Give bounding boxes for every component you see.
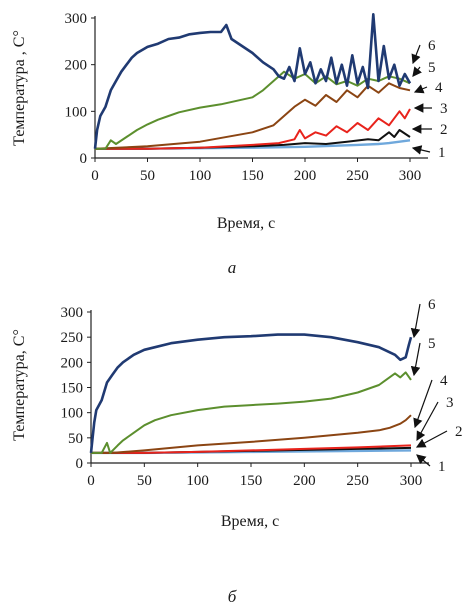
chart-b-callout-arrow-4 xyxy=(413,379,433,429)
chart-a-caption: а xyxy=(228,258,237,277)
chart-a-series-6 xyxy=(93,13,412,149)
chart-b-series-label-2: 2 xyxy=(455,424,463,440)
chart-b-caption: б xyxy=(228,587,237,606)
chart-b-series-label-5: 5 xyxy=(428,336,436,352)
chart-a-series-5 xyxy=(95,70,411,150)
chart-a-plot: 0 100 200 300 0 50 100 150 200 250 300 1 2 3 4 5 6 xyxy=(65,11,448,184)
chart-b-y-tick-label: 150 xyxy=(61,381,84,397)
chart-b-callout-arrow-6 xyxy=(410,303,421,339)
chart-a-series-label-5: 5 xyxy=(428,60,436,76)
chart-b-y-tick-label: 0 xyxy=(76,456,84,472)
chart-b-callout-arrow-3 xyxy=(416,401,439,442)
chart-a-x-tick-label: 0 xyxy=(91,168,99,184)
chart-b-x-tick-label: 300 xyxy=(400,473,423,489)
chart-a-callout-arrow-5 xyxy=(412,66,422,77)
chart-a-series-label-6: 6 xyxy=(428,38,436,54)
chart-a-x-tick-label: 200 xyxy=(294,168,317,184)
chart-b-callout-arrow-5 xyxy=(410,342,421,377)
chart-a-x-tick-label: 50 xyxy=(140,168,155,184)
chart-a-series-label-2: 2 xyxy=(440,122,448,138)
chart-b-x-tick-label: 100 xyxy=(186,473,209,489)
chart-a-x-tick-label: 250 xyxy=(346,168,369,184)
chart-b-callout-arrow-1 xyxy=(416,454,431,467)
chart-b-series-3 xyxy=(91,444,412,454)
chart-a-series-label-1: 1 xyxy=(438,145,446,161)
chart-b-series-label-1: 1 xyxy=(438,459,446,475)
chart-a-callout-arrow-4 xyxy=(413,84,428,94)
chart-b-y-tick-label: 50 xyxy=(68,431,83,447)
chart-a-series-3 xyxy=(95,108,411,150)
chart-a-callout-arrow-1 xyxy=(411,145,431,155)
chart-a-y-tick-label: 200 xyxy=(65,58,88,74)
chart-a-y-tick-label: 0 xyxy=(80,151,88,167)
chart-b-series-label-3: 3 xyxy=(446,395,454,411)
chart-b-x-tick-label: 150 xyxy=(240,473,263,489)
chart-b-xlabel: Время, с xyxy=(221,513,279,530)
chart-a-y-tick-label: 300 xyxy=(65,11,88,27)
chart-a-x-tick-label: 150 xyxy=(241,168,264,184)
chart-b-x-tick-label: 0 xyxy=(87,473,95,489)
chart-b-plot: 0 50 100 150 200 250 300 0 50 100 150 200 250 300 1 23 4… xyxy=(61,297,463,489)
chart-b-series-5 xyxy=(91,371,412,454)
chart-b-series-6 xyxy=(89,333,413,454)
chart-a-x-tick-label: 300 xyxy=(399,168,422,184)
chart-b-x-tick-label: 50 xyxy=(137,473,152,489)
chart-b-y-tick-label: 200 xyxy=(61,355,84,371)
chart-a-series-4 xyxy=(94,82,411,150)
chart-b-series-label-4: 4 xyxy=(440,373,448,389)
chart-a-y-tick-label: 100 xyxy=(65,104,88,120)
chart-a-series-label-3: 3 xyxy=(440,101,448,117)
chart-a-series-label-4: 4 xyxy=(435,80,443,96)
chart-a-x-tick-label: 100 xyxy=(189,168,212,184)
chart-b-x-tick-label: 250 xyxy=(346,473,369,489)
chart-b-y-tick-label: 100 xyxy=(61,406,84,422)
chart-b-ylabel: Температура, С° xyxy=(11,329,28,441)
chart-b-x-tick-label: 200 xyxy=(293,473,316,489)
chart-b-y-tick-label: 300 xyxy=(61,305,84,321)
chart-a-callout-arrow-6 xyxy=(411,44,421,65)
chart-b-series-label-6: 6 xyxy=(428,297,436,313)
chart-b-callout-arrow-2 xyxy=(415,430,448,448)
chart-a-xlabel: Время, с xyxy=(217,215,275,232)
chart-b-series-4 xyxy=(91,414,412,454)
chart-a-ylabel: Температура , С° xyxy=(11,30,28,146)
chart-b-y-tick-label: 250 xyxy=(61,330,84,346)
